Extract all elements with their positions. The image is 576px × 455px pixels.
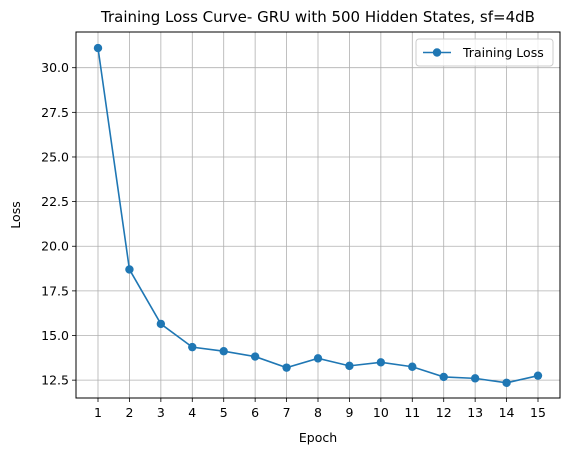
x-tick-label: 14 [499,405,515,420]
x-tick-label: 12 [436,405,452,420]
legend: Training Loss [415,38,554,67]
data-point [282,363,291,372]
data-point [188,342,197,352]
data-point [93,43,103,53]
data-point [408,362,417,371]
y-tick-label: 12.5 [41,373,69,388]
series-layer [93,43,543,388]
y-axis: 12.5 15.0 17.5 20.0 22.5 25.0 27.5 30.0 [41,60,76,388]
x-tick-label: 3 [157,405,165,420]
x-tick-label: 8 [314,405,322,420]
x-tick-label: 10 [373,405,389,420]
chart-title: Training Loss Curve- GRU with 500 Hidden… [100,8,535,26]
legend-marker-swatch [432,48,442,57]
data-point [219,347,228,356]
y-tick-label: 22.5 [41,194,69,209]
grid [76,32,560,398]
x-tick-label: 2 [125,405,133,420]
data-point [470,374,480,383]
y-axis-title: Loss [8,201,23,228]
data-point [533,371,543,380]
y-tick-label: 20.0 [41,239,69,254]
legend-label: Training Loss [462,45,544,60]
x-tick-label: 7 [283,405,291,420]
y-tick-label: 25.0 [41,149,69,164]
data-point [156,319,166,329]
y-tick-label: 15.0 [41,328,69,343]
y-tick-label: 27.5 [41,105,69,120]
data-point [313,354,323,363]
data-point [439,372,448,382]
y-tick-label: 17.5 [41,283,69,298]
x-tick-label: 4 [188,405,196,420]
x-axis-title: Epoch [299,430,337,445]
x-tick-label: 13 [467,405,483,420]
x-tick-label: 5 [220,405,228,420]
plot-frame [75,31,561,399]
data-point [376,358,386,367]
x-tick-label: 15 [530,405,546,420]
data-point [125,265,134,274]
x-tick-label: 9 [345,405,353,420]
x-tick-label: 11 [404,405,420,420]
x-tick-label: 1 [94,405,102,420]
x-tick-label: 6 [251,405,259,420]
data-point [502,378,511,388]
legend-box [415,38,554,67]
y-tick-label: 30.0 [41,60,69,75]
x-axis: 1 2 3 4 5 6 7 8 9 10 11 12 13 14 15 [94,398,546,420]
data-point [250,352,260,361]
data-point [345,361,354,371]
